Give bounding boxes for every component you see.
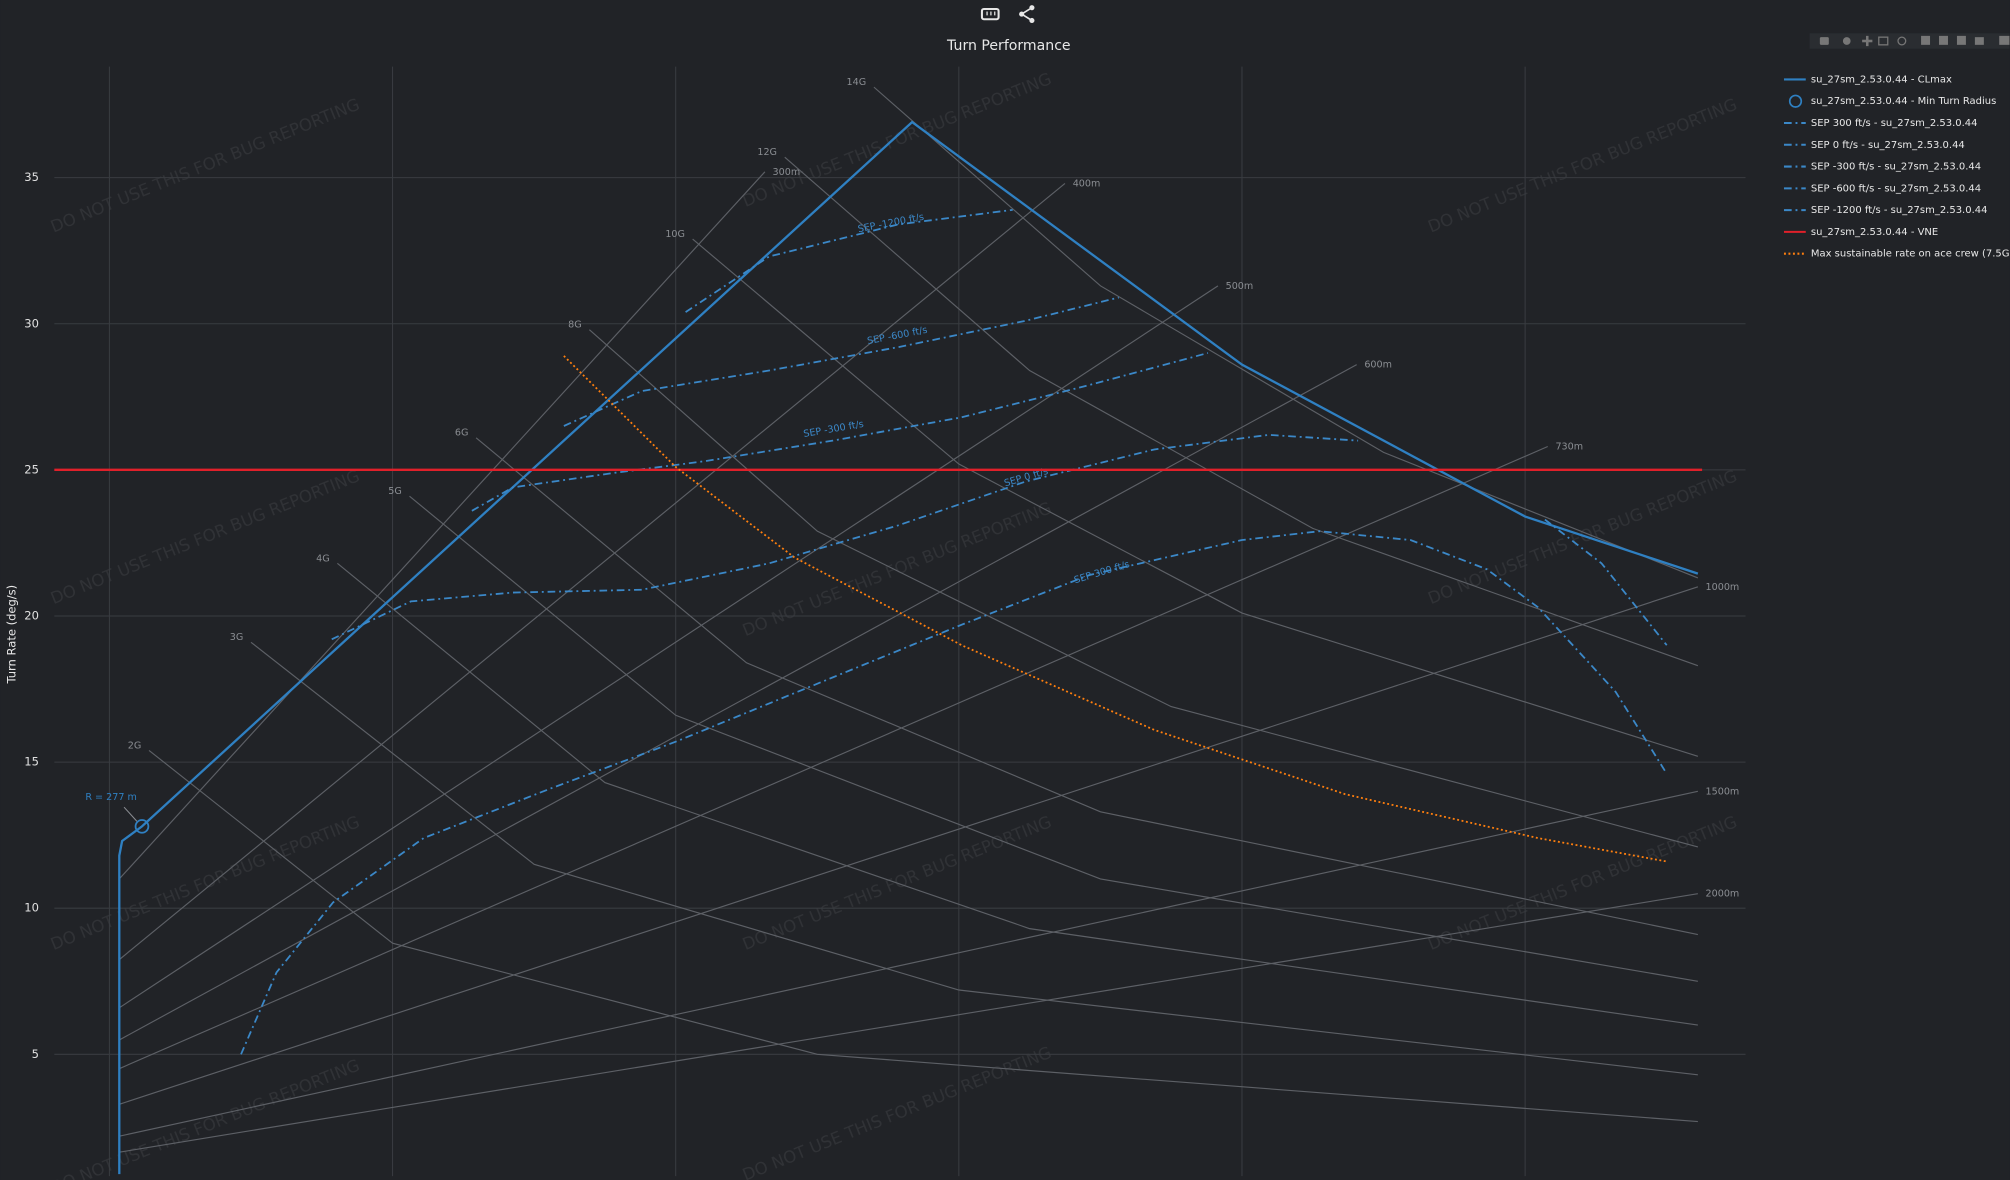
legend-label: su_27sm_2.53.0.44 - CLmax — [1811, 74, 1952, 85]
series-line — [471, 352, 1209, 512]
annotation-arrow — [123, 806, 138, 822]
radius-line — [119, 364, 1357, 1041]
annotation: R = 277 m — [85, 792, 137, 803]
legend-label: Max sustainable rate on ace crew (7.5G) — [1811, 249, 2010, 260]
series-line — [118, 120, 1699, 1175]
radius-line — [119, 790, 1699, 1137]
g-line — [148, 749, 1698, 1123]
legend-label: SEP -1200 ft/s - su_27sm_2.53.0.44 — [1811, 205, 1988, 216]
y-tick-label: 5 — [32, 1047, 39, 1061]
legend-label: SEP -300 ft/s - su_27sm_2.53.0.44 — [1811, 162, 1981, 173]
modebar — [1809, 33, 2010, 49]
series-line — [563, 355, 1667, 863]
radius-line — [119, 893, 1698, 1153]
y-tick-label: 35 — [24, 170, 39, 184]
g-line-label: 4G — [316, 553, 330, 564]
g-line — [873, 86, 1699, 579]
radius-line — [119, 586, 1699, 1105]
radius-line-label: 2000m — [1706, 889, 1740, 900]
series-line — [331, 433, 1668, 646]
radius-line-label: 500m — [1226, 281, 1254, 292]
legend-label: SEP 300 ft/s - su_27sm_2.53.0.44 — [1811, 118, 1978, 129]
marker — [134, 819, 150, 834]
g-line — [588, 329, 1699, 848]
radius-line — [119, 445, 1548, 1070]
radius-line-label: 300m — [773, 167, 801, 178]
g-line — [250, 641, 1698, 1076]
chart-title: Turn Performance — [946, 38, 1071, 54]
g-line — [784, 156, 1699, 667]
legend-label: su_27sm_2.53.0.44 - Min Turn Radius — [1811, 96, 1996, 107]
radius-line-label: 400m — [1073, 179, 1101, 190]
g-line-label: 2G — [128, 740, 142, 751]
legend: su_27sm_2.53.0.44 - CLmax su_27sm_2.53.0.… — [1783, 74, 2010, 260]
y-tick-label: 15 — [24, 755, 39, 769]
y-tick-label: 25 — [24, 462, 39, 476]
ruler-button[interactable] — [980, 7, 1000, 21]
radius-line-label: 600m — [1364, 360, 1392, 371]
g-line-label: 10G — [665, 229, 685, 240]
radius-line-label: 1500m — [1706, 786, 1740, 797]
radius-line — [118, 171, 766, 880]
legend-label: su_27sm_2.53.0.44 - VNE — [1811, 227, 1938, 238]
radius-line — [118, 285, 1219, 1009]
g-line-label: 14G — [847, 77, 867, 88]
share-button[interactable] — [1019, 5, 1035, 24]
legend-label: SEP -600 ft/s - su_27sm_2.53.0.44 — [1811, 183, 1981, 194]
g-line-label: 5G — [388, 486, 402, 497]
g-line-label: 6G — [455, 428, 469, 439]
g-line-label: 8G — [568, 319, 582, 330]
series-line — [240, 530, 1668, 1055]
series-line — [563, 296, 1119, 427]
legend-symbol — [1788, 94, 1803, 108]
radius-line-label: 730m — [1555, 442, 1583, 453]
radius-line-label: 1000m — [1706, 582, 1740, 593]
g-line — [475, 437, 1698, 936]
legend-label: SEP 0 ft/s - su_27sm_2.53.0.44 — [1811, 140, 1965, 151]
y-tick-label: 30 — [24, 316, 39, 330]
g-line — [692, 238, 1699, 757]
g-line-label: 12G — [757, 147, 777, 158]
y-axis-title: Turn Rate (deg/s) — [5, 585, 19, 685]
grid: 5 10 15 20 25 30 35 — [24, 66, 1746, 1177]
reference-lines: 14G 12G 10G 8G 6G 5G 4G 3G 2G 300m 400m 500m 600m 730… — [118, 77, 1740, 1153]
g-line — [409, 495, 1698, 982]
top-toolbar — [980, 5, 1035, 24]
g-line-label: 3G — [230, 632, 244, 643]
y-tick-label: 20 — [24, 608, 39, 622]
radius-line — [118, 183, 1066, 961]
g-line — [336, 562, 1698, 1026]
modebar-icons[interactable] — [1819, 35, 2010, 47]
y-tick-label: 10 — [24, 901, 39, 915]
